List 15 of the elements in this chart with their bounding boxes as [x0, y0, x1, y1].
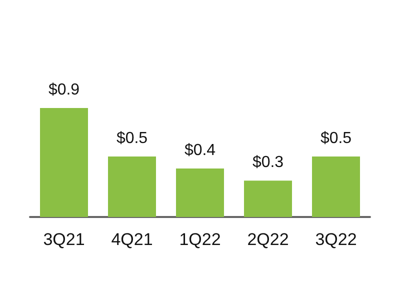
data-label: $0.5 — [116, 130, 148, 147]
bar — [40, 108, 88, 217]
x-tick-label: 1Q22 — [179, 230, 221, 249]
data-label: $0.4 — [184, 142, 216, 160]
x-tick-label: 4Q21 — [111, 230, 153, 249]
data-label: $0.5 — [320, 130, 352, 147]
bar — [108, 156, 156, 217]
x-tick-label: 2Q22 — [247, 230, 289, 249]
data-label: $0.3 — [252, 154, 284, 172]
bar — [312, 156, 360, 217]
bar — [176, 168, 224, 217]
x-tick-label: 3Q21 — [43, 230, 85, 249]
bar — [244, 180, 292, 217]
x-tick-label: 3Q22 — [315, 230, 357, 249]
data-label: $0.9 — [48, 82, 80, 98]
